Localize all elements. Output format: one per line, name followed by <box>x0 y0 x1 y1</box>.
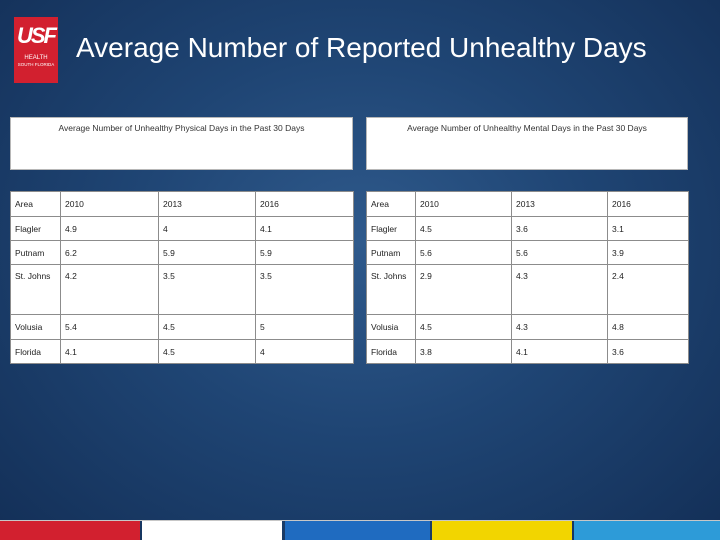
value-cell: 3.1 <box>607 216 689 241</box>
physical-days-heading-box: Average Number of Unhealthy Physical Day… <box>10 117 353 170</box>
table-header-row: Area 2010 2013 2016 <box>366 191 689 217</box>
mental-days-table: Area 2010 2013 2016 Flagler 4.5 3.6 3.1 … <box>366 191 689 364</box>
column-header: 2016 <box>607 191 689 217</box>
page-title: Average Number of Reported Unhealthy Day… <box>76 32 647 63</box>
column-header: 2010 <box>415 191 512 217</box>
value-cell: 4.1 <box>255 216 354 241</box>
value-cell: 3.9 <box>607 240 689 265</box>
value-cell: 5.9 <box>255 240 354 265</box>
footer-stripe-blue <box>285 521 430 540</box>
logo-line-1: HEALTH <box>24 55 48 61</box>
table-header-row: Area 2010 2013 2016 <box>10 191 354 217</box>
table-row: Putnam 6.2 5.9 5.9 <box>10 240 354 265</box>
value-cell: 5.4 <box>60 314 159 340</box>
area-cell: Putnam <box>366 240 416 265</box>
footer-stripe-red <box>0 521 140 540</box>
table-row: Florida 4.1 4.5 4 <box>10 339 354 364</box>
table-row: Florida 3.8 4.1 3.6 <box>366 339 689 364</box>
value-cell: 4.5 <box>415 314 512 340</box>
area-cell: Florida <box>10 339 61 364</box>
column-header: 2010 <box>60 191 159 217</box>
area-cell: Flagler <box>366 216 416 241</box>
value-cell: 4.3 <box>511 314 608 340</box>
footer-stripe-yellow <box>432 521 572 540</box>
footer-stripe-cyan <box>574 521 720 540</box>
physical-days-table: Area 2010 2013 2016 Flagler 4.9 4 4.1 Pu… <box>10 191 354 364</box>
value-cell: 4.5 <box>158 339 256 364</box>
value-cell: 3.6 <box>607 339 689 364</box>
value-cell: 4.5 <box>158 314 256 340</box>
value-cell: 2.9 <box>415 264 512 315</box>
value-cell: 4.3 <box>511 264 608 315</box>
mental-days-heading: Average Number of Unhealthy Mental Days … <box>407 123 647 133</box>
value-cell: 5.9 <box>158 240 256 265</box>
table-row: Flagler 4.5 3.6 3.1 <box>366 216 689 241</box>
value-cell: 3.5 <box>255 264 354 315</box>
value-cell: 3.5 <box>158 264 256 315</box>
value-cell: 4 <box>255 339 354 364</box>
column-header: 2013 <box>511 191 608 217</box>
mental-days-heading-box: Average Number of Unhealthy Mental Days … <box>366 117 688 170</box>
physical-days-heading: Average Number of Unhealthy Physical Day… <box>58 123 305 133</box>
area-cell: St. Johns <box>366 264 416 315</box>
column-header: Area <box>10 191 61 217</box>
value-cell: 3.6 <box>511 216 608 241</box>
table-row: St. Johns 2.9 4.3 2.4 <box>366 264 689 315</box>
column-header: Area <box>366 191 416 217</box>
value-cell: 4.8 <box>607 314 689 340</box>
footer-divider <box>0 520 720 521</box>
value-cell: 4.2 <box>60 264 159 315</box>
table-row: Flagler 4.9 4 4.1 <box>10 216 354 241</box>
area-cell: Volusia <box>366 314 416 340</box>
value-cell: 6.2 <box>60 240 159 265</box>
usf-health-logo: USF HEALTH SOUTH FLORIDA <box>14 17 58 83</box>
table-row: St. Johns 4.2 3.5 3.5 <box>10 264 354 315</box>
value-cell: 5.6 <box>415 240 512 265</box>
value-cell: 5.6 <box>511 240 608 265</box>
value-cell: 4.1 <box>60 339 159 364</box>
value-cell: 5 <box>255 314 354 340</box>
column-header: 2016 <box>255 191 354 217</box>
table-row: Volusia 5.4 4.5 5 <box>10 314 354 340</box>
area-cell: Volusia <box>10 314 61 340</box>
logo-mark: USF <box>17 23 57 48</box>
value-cell: 4.5 <box>415 216 512 241</box>
area-cell: Florida <box>366 339 416 364</box>
value-cell: 4.9 <box>60 216 159 241</box>
area-cell: Putnam <box>10 240 61 265</box>
logo-line-2: SOUTH FLORIDA <box>17 62 55 67</box>
footer-stripe-white <box>142 521 282 540</box>
area-cell: Flagler <box>10 216 61 241</box>
table-row: Putnam 5.6 5.6 3.9 <box>366 240 689 265</box>
value-cell: 3.8 <box>415 339 512 364</box>
column-header: 2013 <box>158 191 256 217</box>
area-cell: St. Johns <box>10 264 61 315</box>
value-cell: 2.4 <box>607 264 689 315</box>
value-cell: 4.1 <box>511 339 608 364</box>
table-row: Volusia 4.5 4.3 4.8 <box>366 314 689 340</box>
value-cell: 4 <box>158 216 256 241</box>
